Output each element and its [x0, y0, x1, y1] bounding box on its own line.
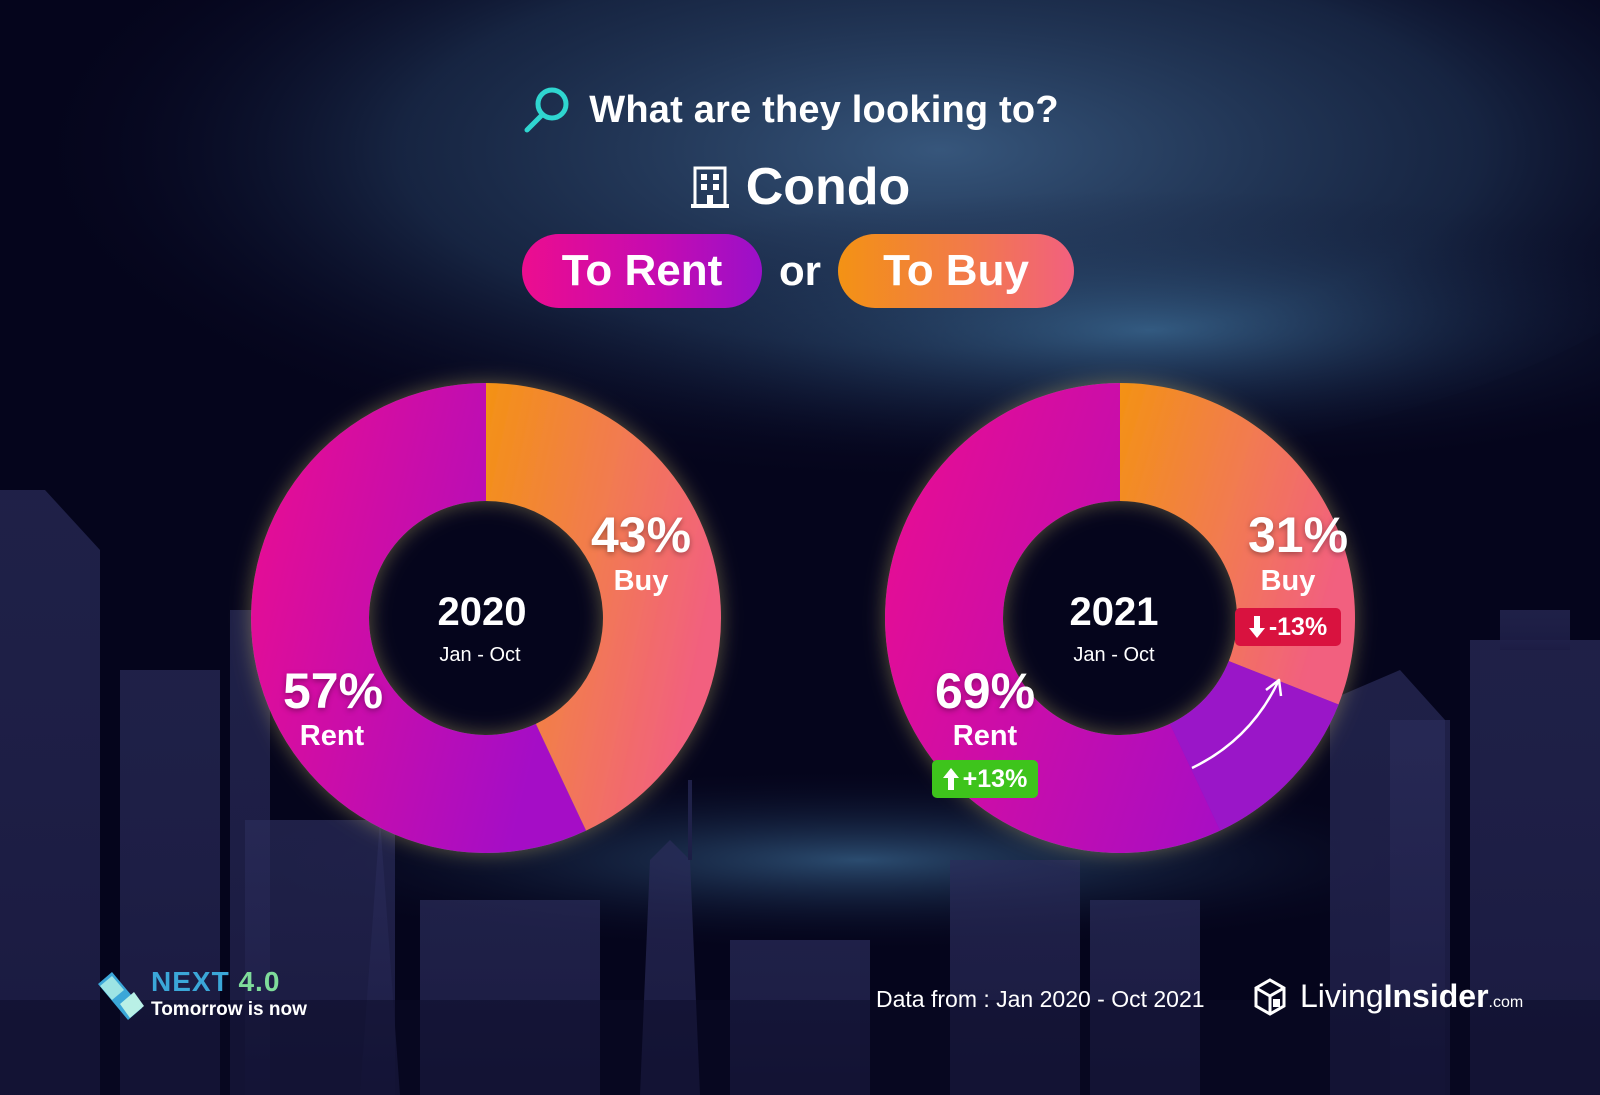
buy-2020-percent: 43%: [591, 507, 692, 563]
livinginsider-logo: LivingInsider.com: [1300, 978, 1523, 1015]
property-type-label: Condo: [745, 158, 911, 216]
arrow-up-icon: [942, 768, 959, 790]
buy-pill: To Buy: [838, 234, 1074, 308]
house-cube-icon: [1254, 978, 1286, 1016]
rent-pill: To Rent: [522, 234, 762, 308]
buy-2021-label: Buy: [1260, 565, 1316, 597]
shift-slice-2021: [1169, 661, 1339, 831]
arrow-down-icon: [1248, 616, 1265, 638]
brand-name-a: NEXT: [151, 966, 230, 997]
building-icon: [690, 166, 729, 208]
shift-arrow-head: [1265, 678, 1283, 697]
buy-change-value: -13%: [1268, 612, 1328, 641]
buy-change-badge: -13%: [1235, 608, 1341, 646]
brand-name-b: 4.0: [238, 966, 281, 997]
headline-text: What are they looking to?: [589, 88, 1059, 131]
data-source: Data from : Jan 2020 - Oct 2021: [876, 986, 1205, 1012]
rent-2021-percent: 69%: [935, 663, 1036, 719]
rent-change-value: +13%: [962, 764, 1028, 793]
donut-2020: [250, 383, 721, 853]
shift-arrow: [1191, 681, 1280, 770]
rent-2021-label: Rent: [952, 720, 1018, 752]
rent-change-badge: +13%: [932, 760, 1038, 798]
buy-slice-2020: [486, 383, 721, 831]
brand-tagline: Tomorrow is now: [151, 999, 307, 1020]
property-type: Condo: [0, 152, 1600, 222]
brand-name: NEXT 4.0: [151, 966, 280, 998]
donut-2020-year: 2020: [437, 590, 527, 634]
headline: What are they looking to?: [0, 80, 1600, 140]
donut-2021-year: 2021: [1069, 590, 1159, 634]
donut-2020-period: Jan - Oct: [439, 644, 521, 666]
rent-2020-label: Rent: [299, 720, 365, 752]
or-text: or: [779, 247, 821, 294]
logo-part-insider: Insider: [1383, 978, 1489, 1014]
buy-2020-label: Buy: [613, 565, 669, 597]
rent-or-buy: To Rent or To Buy: [0, 234, 1600, 308]
buy-2021-percent: 31%: [1248, 507, 1349, 563]
donut-2021-period: Jan - Oct: [1073, 644, 1155, 666]
rent-slice-2020: [250, 383, 587, 853]
search-icon: [524, 87, 569, 133]
logo-part-com: .com: [1488, 994, 1524, 1011]
logo-part-living: Living: [1300, 978, 1384, 1014]
rent-2020-percent: 57%: [283, 663, 384, 719]
next-logo-icon: [98, 972, 144, 1020]
